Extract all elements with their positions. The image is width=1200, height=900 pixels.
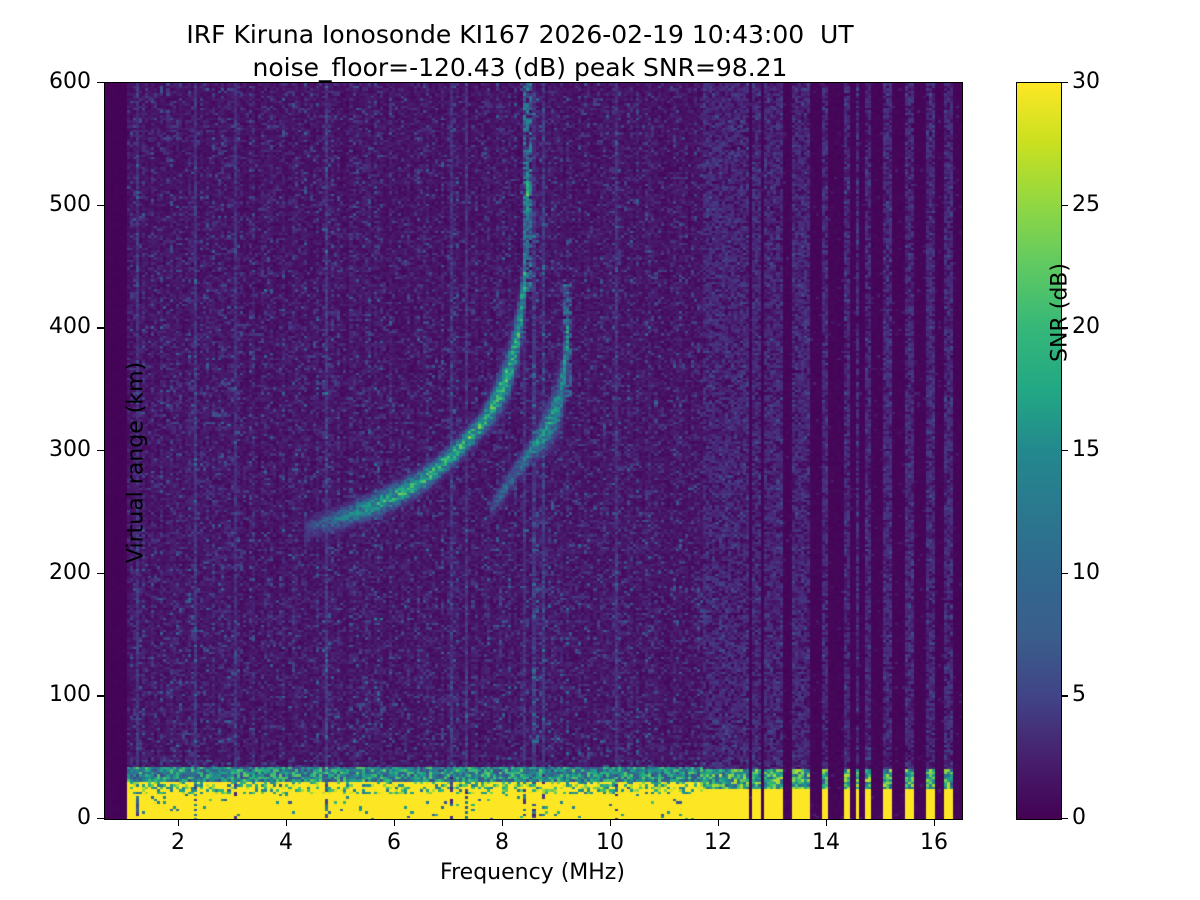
x-tick-mark	[285, 819, 288, 826]
x-tick-label: 16	[919, 830, 948, 855]
colorbar-tick-mark	[1061, 82, 1068, 84]
y-tick-mark	[97, 204, 104, 206]
colorbar	[1016, 82, 1062, 820]
x-tick-label: 2	[170, 830, 185, 855]
colorbar-tick-mark	[1061, 450, 1068, 452]
colorbar-tick-label: 25	[1072, 191, 1100, 217]
y-axis-label: Virtual range (km)	[123, 361, 149, 564]
y-tick-label: 300	[49, 437, 91, 462]
title-line-1: IRF Kiruna Ionosonde KI167 2026-02-19 10…	[186, 20, 854, 49]
x-tick-label: 10	[595, 830, 624, 855]
colorbar-tick-mark	[1061, 572, 1068, 574]
y-tick-label: 600	[49, 69, 91, 94]
ionogram-heatmap-axes	[104, 82, 963, 820]
y-tick-label: 500	[49, 191, 91, 217]
x-tick-label: 12	[703, 830, 732, 855]
colorbar-tick-label: 0	[1072, 805, 1086, 830]
colorbar-tick-mark	[1061, 818, 1068, 820]
x-tick-mark	[825, 819, 828, 826]
y-tick-mark	[97, 82, 104, 84]
x-tick-mark	[501, 819, 504, 826]
colorbar-tick-label: 15	[1072, 437, 1100, 462]
y-tick-mark	[97, 327, 104, 329]
y-tick-label: 100	[49, 682, 91, 708]
ionogram-heatmap-canvas	[105, 83, 962, 819]
y-tick-mark	[97, 695, 104, 697]
colorbar-label: SNR (dB)	[1047, 263, 1073, 362]
x-tick-mark	[177, 819, 180, 826]
colorbar-tick-label: 5	[1072, 682, 1086, 708]
page-title: IRF Kiruna Ionosonde KI167 2026-02-19 10…	[0, 18, 1040, 84]
colorbar-tick-label: 10	[1072, 559, 1100, 585]
x-tick-mark	[717, 819, 720, 826]
colorbar-tick-mark	[1061, 204, 1068, 206]
x-tick-label: 14	[811, 830, 840, 855]
x-tick-label: 4	[278, 830, 293, 855]
title-line-2: noise_floor=-120.43 (dB) peak SNR=98.21	[252, 53, 788, 82]
y-tick-mark	[97, 818, 104, 820]
x-tick-label: 6	[386, 830, 401, 855]
y-tick-mark	[97, 450, 104, 452]
x-axis-label: Frequency (MHz)	[440, 860, 625, 885]
x-tick-label: 8	[494, 830, 509, 855]
x-tick-mark	[393, 819, 396, 826]
y-tick-label: 200	[49, 559, 91, 585]
x-tick-mark	[933, 819, 936, 826]
colorbar-tick-mark	[1061, 695, 1068, 697]
y-tick-label: 400	[49, 314, 91, 340]
colorbar-tick-label: 20	[1072, 314, 1100, 340]
colorbar-tick-mark	[1061, 327, 1068, 329]
y-tick-mark	[97, 572, 104, 574]
colorbar-tick-label: 30	[1072, 69, 1100, 94]
y-tick-label: 0	[77, 805, 91, 830]
x-tick-mark	[609, 819, 612, 826]
